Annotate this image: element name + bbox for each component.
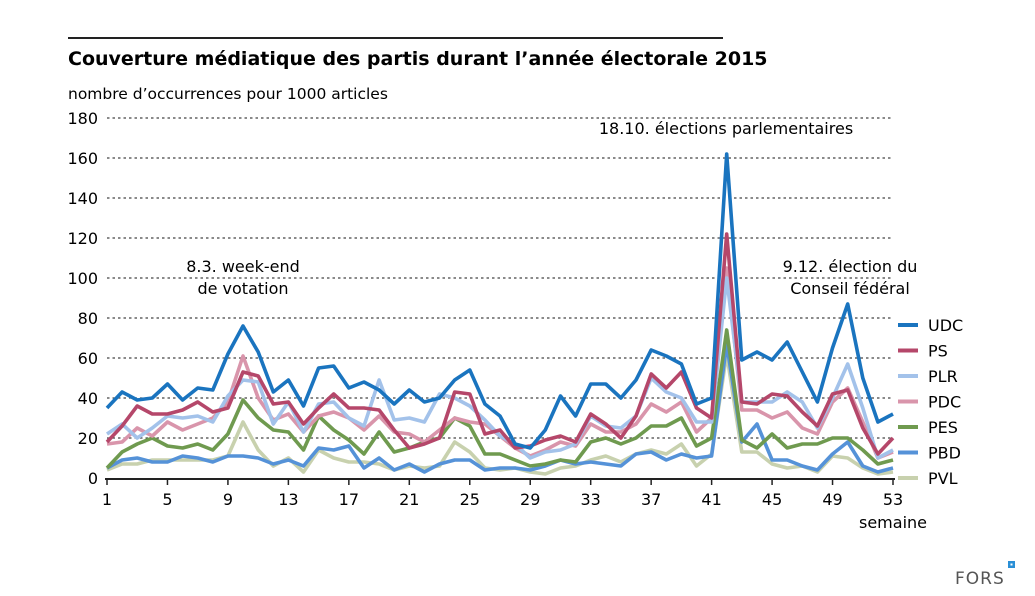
x-tick-label: 53 bbox=[883, 490, 903, 509]
y-tick-label: 40 bbox=[78, 389, 98, 408]
series-line-udc bbox=[105, 152, 894, 450]
y-tick-label: 80 bbox=[78, 309, 98, 328]
legend-label-ps: PS bbox=[928, 342, 948, 361]
x-tick-label: 25 bbox=[460, 490, 480, 509]
annotation-text: 18.10. élections parlementaires bbox=[599, 119, 853, 138]
series-line-pes bbox=[105, 328, 894, 470]
y-tick-label: 120 bbox=[67, 229, 98, 248]
series-line-pbd bbox=[106, 342, 894, 474]
x-tick-label: 29 bbox=[520, 490, 540, 509]
y-tick-label: 0 bbox=[88, 469, 98, 488]
legend-label-udc: UDC bbox=[928, 316, 963, 335]
legend-label-pbd: PBD bbox=[928, 444, 961, 463]
x-axis-label: semaine bbox=[859, 513, 927, 532]
x-tick-label: 49 bbox=[822, 490, 842, 509]
x-tick-label: 1 bbox=[102, 490, 112, 509]
legend-label-pdc: PDC bbox=[928, 393, 961, 412]
x-tick-label: 17 bbox=[339, 490, 359, 509]
x-tick-label: 41 bbox=[701, 490, 721, 509]
series-line-pvl bbox=[106, 352, 894, 476]
y-tick-label: 140 bbox=[67, 189, 98, 208]
y-axis-label: nombre d’occurrences pour 1000 articles bbox=[68, 85, 388, 103]
legend-label-pvl: PVL bbox=[928, 469, 958, 488]
annotation-text: 9.12. élection du bbox=[783, 257, 918, 276]
annotation-text: de votation bbox=[197, 279, 288, 298]
series-line-ps bbox=[105, 232, 895, 456]
x-tick-label: 9 bbox=[223, 490, 233, 509]
x-tick-label: 37 bbox=[641, 490, 661, 509]
y-tick-label: 60 bbox=[78, 349, 98, 368]
x-tick-label: 33 bbox=[581, 490, 601, 509]
fors-logo: FORS bbox=[955, 561, 1015, 589]
y-tick-label: 20 bbox=[78, 429, 98, 448]
y-tick-label: 180 bbox=[67, 109, 98, 128]
annotation-text: 8.3. week-end bbox=[186, 257, 300, 276]
logo-text: FORS bbox=[955, 569, 1005, 589]
legend-label-pes: PES bbox=[928, 418, 958, 437]
legend-label-plr: PLR bbox=[928, 367, 958, 386]
chart-title: Couverture médiatique des partis durant … bbox=[68, 48, 768, 70]
x-tick-label: 13 bbox=[278, 490, 298, 509]
x-tick-label: 21 bbox=[399, 490, 419, 509]
annotation-text: Conseil fédéral bbox=[790, 279, 910, 298]
y-tick-label: 100 bbox=[67, 269, 98, 288]
x-tick-label: 5 bbox=[162, 490, 172, 509]
y-tick-label: 160 bbox=[67, 149, 98, 168]
x-tick-label: 45 bbox=[762, 490, 782, 509]
